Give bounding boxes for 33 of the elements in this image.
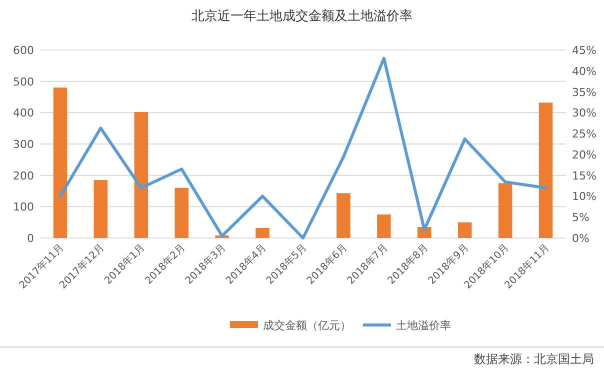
- source-note: 数据来源：北京国土局: [474, 352, 594, 366]
- bar: [256, 228, 270, 238]
- bar: [94, 180, 108, 238]
- y2-tick-label: 35%: [572, 86, 596, 99]
- y2-tick-label: 40%: [572, 64, 596, 78]
- legend-label: 土地溢价率: [396, 319, 451, 332]
- bar: [538, 102, 553, 238]
- bar: [53, 88, 68, 238]
- y2-tick-label: 20%: [572, 148, 596, 162]
- bar: [377, 214, 391, 238]
- legend-label: 成交金额（亿元）: [263, 319, 351, 332]
- line-series: [58, 56, 548, 240]
- bar: [134, 112, 148, 238]
- bar: [336, 193, 350, 238]
- y2-tick-label: 10%: [572, 190, 596, 204]
- chart-title: 北京近一年土地成交金额及土地溢价率: [192, 8, 412, 24]
- y-tick-label: 400: [13, 106, 34, 120]
- y-tick-label: 600: [13, 44, 34, 57]
- y2-tick-label: 30%: [572, 106, 596, 120]
- bar: [418, 227, 432, 238]
- y-tick-label: 500: [13, 75, 34, 88]
- y2-tick-label: 25%: [572, 128, 596, 141]
- bar: [458, 222, 472, 238]
- bar: [174, 188, 188, 238]
- y2-tick-label: 0%: [572, 232, 590, 245]
- y-tick-label: 300: [13, 138, 34, 151]
- y-tick-label: 0: [27, 232, 34, 245]
- y2-tick-label: 15%: [572, 169, 596, 182]
- bar: [498, 183, 512, 238]
- y-tick-label: 100: [13, 200, 34, 214]
- y2-tick-label: 5%: [572, 211, 590, 224]
- y2-tick-label: 45%: [572, 44, 596, 57]
- y-tick-label: 200: [13, 169, 34, 182]
